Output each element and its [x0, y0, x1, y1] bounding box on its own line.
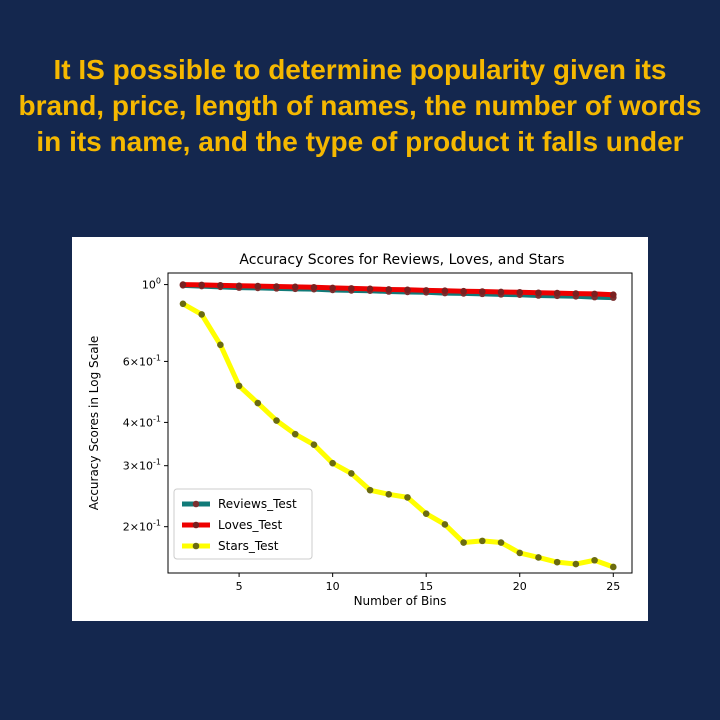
- data-point-Loves_Test: [441, 287, 449, 295]
- data-point-Stars_Test: [329, 459, 336, 467]
- legend-swatch-marker: [192, 542, 200, 550]
- data-point-Loves_Test: [273, 283, 280, 290]
- data-point-Loves_Test: [479, 288, 486, 295]
- x-tick-label: 20: [513, 580, 527, 593]
- data-point-Loves_Test: [516, 288, 524, 296]
- data-point-Loves_Test: [198, 281, 205, 289]
- data-point-Stars_Test: [516, 549, 524, 557]
- data-point-Stars_Test: [385, 491, 393, 498]
- data-point-Loves_Test: [179, 281, 187, 288]
- y-axis: 100 6×10-1 4×10-1 3×10-1 2×10-1: [123, 277, 168, 534]
- x-tick-label: 25: [606, 580, 620, 593]
- data-point-Loves_Test: [235, 282, 243, 290]
- data-point-Stars_Test: [348, 470, 355, 477]
- data-point-Loves_Test: [591, 290, 598, 298]
- data-point-Loves_Test: [217, 282, 224, 289]
- data-point-Stars_Test: [441, 521, 449, 528]
- data-point-Loves_Test: [329, 284, 336, 292]
- y-axis-label: Accuracy Scores in Log Scale: [87, 336, 101, 511]
- legend-label: Stars_Test: [218, 539, 279, 553]
- data-point-Loves_Test: [291, 283, 299, 291]
- data-point-Stars_Test: [366, 486, 374, 494]
- data-point-Stars_Test: [404, 494, 411, 501]
- data-point-Loves_Test: [497, 288, 505, 296]
- data-point-Loves_Test: [366, 285, 374, 293]
- data-point-Stars_Test: [291, 430, 299, 438]
- data-point-Stars_Test: [460, 539, 467, 546]
- data-point-Stars_Test: [254, 399, 262, 407]
- data-point-Loves_Test: [422, 287, 430, 294]
- data-point-Loves_Test: [310, 284, 318, 291]
- legend-label: Reviews_Test: [218, 497, 297, 511]
- y-tick-label: 4×10-1: [123, 414, 161, 429]
- legend-swatch-marker: [192, 500, 200, 508]
- data-point-Stars_Test: [310, 441, 318, 448]
- x-tick-label: 15: [419, 580, 433, 593]
- data-point-Stars_Test: [235, 382, 243, 390]
- x-tick-label: 10: [326, 580, 340, 593]
- data-point-Stars_Test: [609, 563, 617, 571]
- plot-frame: [167, 272, 633, 574]
- data-point-Stars_Test: [535, 554, 542, 561]
- y-tick-label: 6×10-1: [123, 353, 161, 368]
- x-axis: 5 10 15 20 25: [236, 573, 620, 593]
- data-point-Loves_Test: [609, 291, 617, 298]
- data-point-Stars_Test: [553, 558, 561, 566]
- legend-swatch-marker: [192, 521, 200, 529]
- x-axis-label: Number of Bins: [354, 594, 447, 608]
- data-point-Loves_Test: [460, 287, 467, 295]
- x-tick-label: 5: [236, 580, 243, 593]
- accuracy-line-chart: Accuracy Scores for Reviews, Loves, and …: [87, 252, 633, 608]
- data-point-Stars_Test: [497, 539, 505, 546]
- data-point-Stars_Test: [273, 417, 280, 424]
- data-point-Stars_Test: [422, 510, 430, 518]
- data-point-Loves_Test: [254, 282, 262, 290]
- data-point-Stars_Test: [572, 560, 580, 568]
- chart-card: Accuracy Scores for Reviews, Loves, and …: [72, 237, 648, 621]
- data-point-Loves_Test: [535, 289, 542, 297]
- data-point-Loves_Test: [572, 290, 580, 297]
- plot-area: [179, 281, 617, 571]
- data-point-Loves_Test: [404, 286, 411, 294]
- data-point-Stars_Test: [479, 537, 486, 545]
- data-point-Loves_Test: [348, 285, 355, 292]
- y-tick-label: 100: [142, 277, 161, 292]
- slide-title: It IS possible to determine popularity g…: [18, 54, 702, 157]
- data-point-Stars_Test: [198, 311, 205, 318]
- y-tick-label: 2×10-1: [123, 519, 161, 534]
- chart-title: Accuracy Scores for Reviews, Loves, and …: [239, 252, 564, 268]
- y-tick-label: 3×10-1: [123, 458, 161, 473]
- data-point-Loves_Test: [385, 286, 393, 293]
- data-point-Loves_Test: [553, 289, 561, 297]
- legend: Reviews_Test Loves_Test Stars_Test: [173, 488, 313, 560]
- data-point-Stars_Test: [179, 300, 187, 308]
- data-point-Stars_Test: [591, 556, 598, 564]
- legend-label: Loves_Test: [218, 518, 282, 532]
- data-point-Stars_Test: [217, 341, 224, 349]
